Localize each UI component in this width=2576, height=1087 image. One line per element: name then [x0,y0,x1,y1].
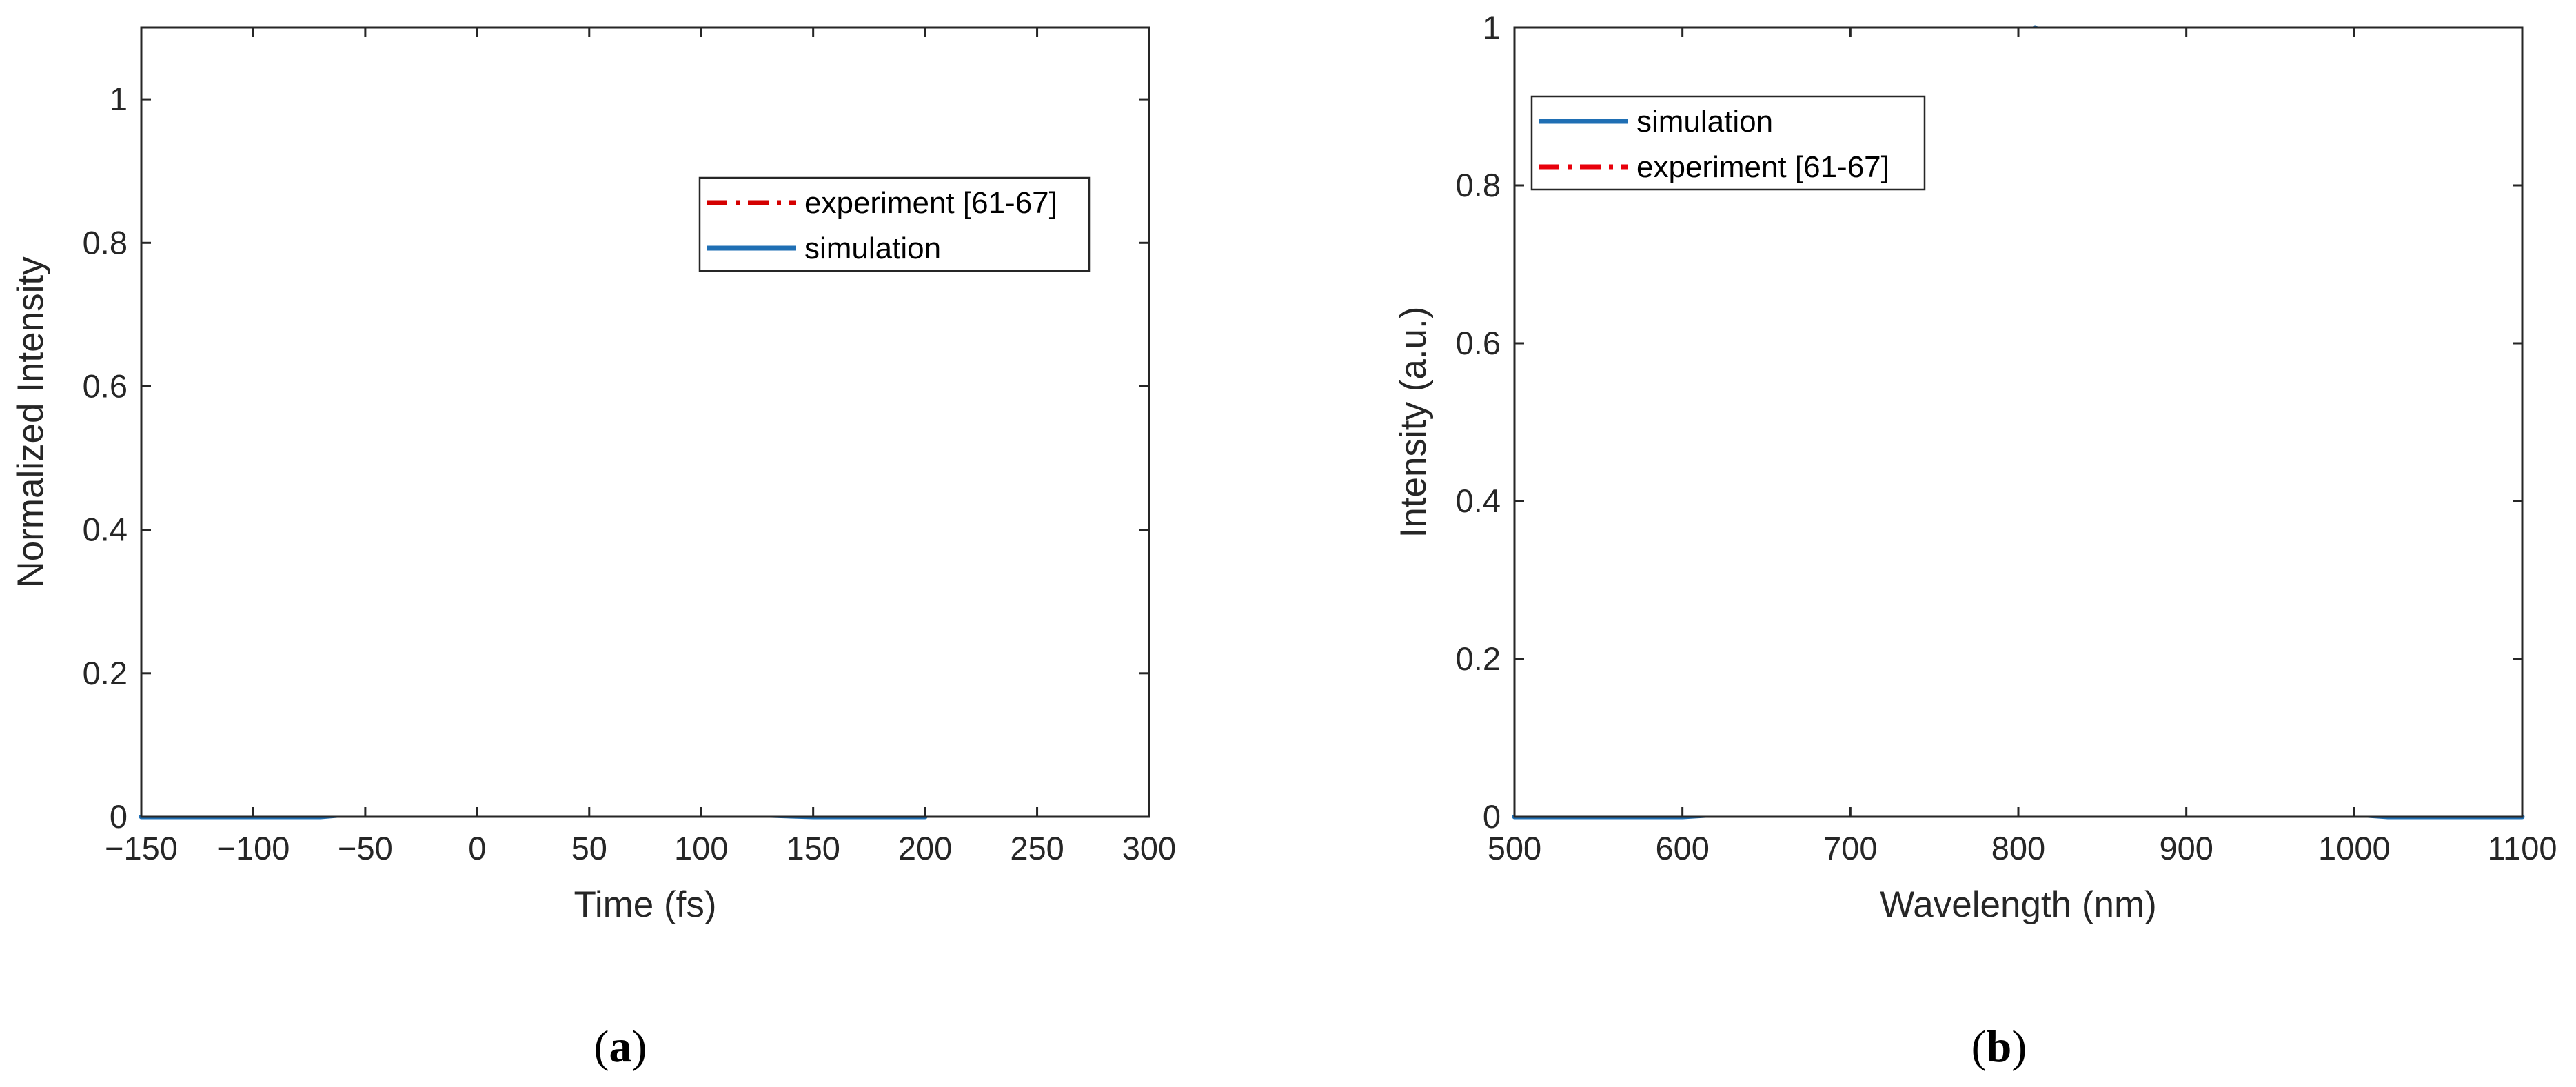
chart-b: 500 600 700 800 900 1000 1100 0 0.2 0.4 0.6 0.8 1 Wav… [1393,9,2557,1072]
x-tick-label: 100 [674,830,728,866]
axes-frame [140,26,1150,818]
x-tick-label: 250 [1010,830,1064,866]
x-tick-label: −150 [105,830,178,866]
y-tick-label: 0.8 [1456,167,1501,203]
x-tick-label: 500 [1488,830,1541,866]
y-tick-label: 0.6 [1456,325,1501,361]
panel-caption: (a) [594,1022,647,1072]
x-tick-label: −50 [338,830,393,866]
x-tick-label: 600 [1655,830,1709,866]
y-axis-label: Normalized Intensity [10,256,51,588]
legend-box [698,176,1091,272]
chart-a: −150 −100 −50 0 50 100 150 200 250 300 0 0.2 0.4 0.6 0… [10,26,1176,1072]
x-tick-label: 1000 [2318,830,2391,866]
x-tick-label: 200 [898,830,952,866]
y-tick-label: 0.4 [83,511,128,548]
x-tick-label: 50 [571,830,607,866]
y-tick-label: 0 [110,798,128,835]
x-axis-label: Time (fs) [574,884,716,925]
y-tick-label: 0.2 [83,655,128,691]
legend-label: simulation [1636,105,1773,139]
legend: experiment [61-67] simulation [698,176,1091,272]
y-tick-label: 0.4 [1456,482,1501,519]
y-tick-label: 1 [110,81,128,117]
legend-label: experiment [61-67] [804,186,1057,220]
x-tick-label: 0 [468,830,486,866]
y-tick-label: 0.6 [83,367,128,404]
y-tick-label: 0.2 [1456,640,1501,677]
x-tick-label: 800 [1991,830,2045,866]
legend-label: experiment [61-67] [1636,150,1889,184]
x-tick-label: 900 [2159,830,2213,866]
legend-label: simulation [804,232,941,265]
legend-box [1530,95,1926,191]
x-tick-label: 150 [786,830,840,866]
y-tick-label: 0.8 [83,224,128,261]
x-tick-label: 700 [1823,830,1877,866]
x-tick-label: 1100 [2487,830,2557,866]
y-tick-label: 0 [1483,798,1501,835]
y-tick-label: 1 [1483,9,1501,45]
legend: simulation experiment [61-67] [1530,95,1926,191]
y-axis-label: Intensity (a.u.) [1393,307,1434,538]
x-axis-label: Wavelength (nm) [1880,884,2157,925]
x-tick-label: −100 [217,830,290,866]
panel-caption: (b) [1971,1022,2027,1072]
x-tick-label: 300 [1122,830,1176,866]
